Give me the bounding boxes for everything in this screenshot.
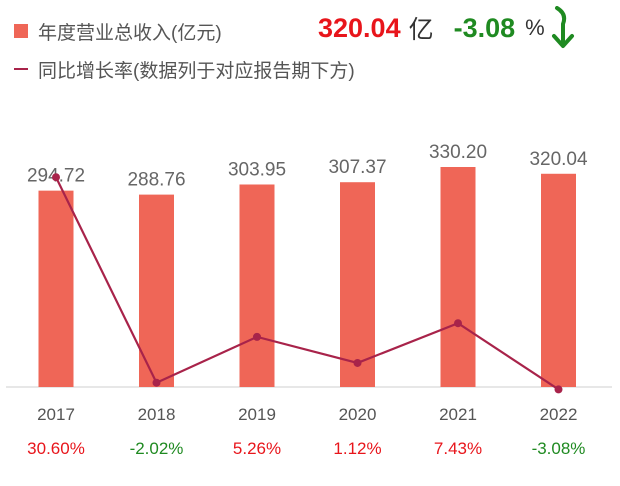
bar-label-2018: 288.76 (127, 170, 185, 191)
year-label-2017: 2017 (37, 405, 75, 424)
growth-labels-group: 30.60% -2.02% 5.26% 1.12% 7.43% -3.08% (27, 439, 585, 458)
growth-point-2017[interactable] (52, 173, 60, 182)
growth-point-2019[interactable] (253, 332, 261, 341)
bar-label-2022: 320.04 (529, 149, 588, 170)
year-label-2018: 2018 (138, 405, 176, 424)
year-label-2022: 2022 (540, 405, 578, 424)
growth-point-2018[interactable] (152, 378, 161, 387)
growth-point-2022[interactable] (554, 385, 563, 394)
legend-label-growth: 同比增长率(数据列于对应报告期下方) (38, 60, 355, 82)
bar-2022[interactable] (541, 173, 576, 387)
growth-line (55, 176, 560, 391)
bar-2019[interactable] (239, 184, 275, 387)
headline-value: 320.04 (318, 12, 401, 43)
line-swatch-icon (14, 68, 28, 70)
headline-unit: 亿 (408, 16, 434, 44)
year-label-2019: 2019 (238, 405, 276, 424)
headline: 320.04 亿 -3.08 % (318, 6, 575, 50)
growth-label-2019: 5.26% (233, 439, 281, 458)
legend-label-revenue: 年度营业总收入(亿元) (38, 22, 222, 44)
legend-item-revenue[interactable]: 年度营业总收入(亿元) (14, 18, 355, 44)
bar-label-2019: 303.95 (228, 159, 286, 180)
growth-label-2021: 7.43% (434, 439, 482, 458)
legend-item-growth[interactable]: 同比增长率(数据列于对应报告期下方) (14, 56, 355, 82)
bar-label-2020: 307.37 (328, 157, 386, 178)
growth-point-2021[interactable] (454, 319, 462, 328)
bar-2017[interactable] (38, 190, 74, 387)
growth-label-2022: -3.08% (532, 439, 586, 458)
bar-2021[interactable] (440, 167, 476, 387)
growth-points-group (52, 173, 563, 394)
bar-swatch-icon (14, 24, 28, 38)
growth-label-2017: 30.60% (27, 439, 85, 458)
year-label-2021: 2021 (439, 405, 477, 424)
year-label-2020: 2020 (339, 405, 377, 424)
growth-label-2020: 1.12% (333, 439, 381, 458)
legend: 年度营业总收入(亿元) 同比增长率(数据列于对应报告期下方) (14, 18, 355, 94)
growth-label-2018: -2.02% (130, 439, 184, 458)
headline-change: -3.08 (453, 12, 516, 43)
down-arrow-icon (551, 6, 574, 48)
bar-2018[interactable] (139, 194, 174, 387)
growth-point-2020[interactable] (353, 358, 362, 367)
headline-pct: % (525, 15, 545, 40)
bar-label-2021: 330.20 (429, 142, 487, 163)
bars-group (38, 167, 576, 387)
bar-2020[interactable] (340, 182, 375, 387)
year-labels-group: 2017 2018 2019 2020 2021 2022 (37, 405, 577, 424)
